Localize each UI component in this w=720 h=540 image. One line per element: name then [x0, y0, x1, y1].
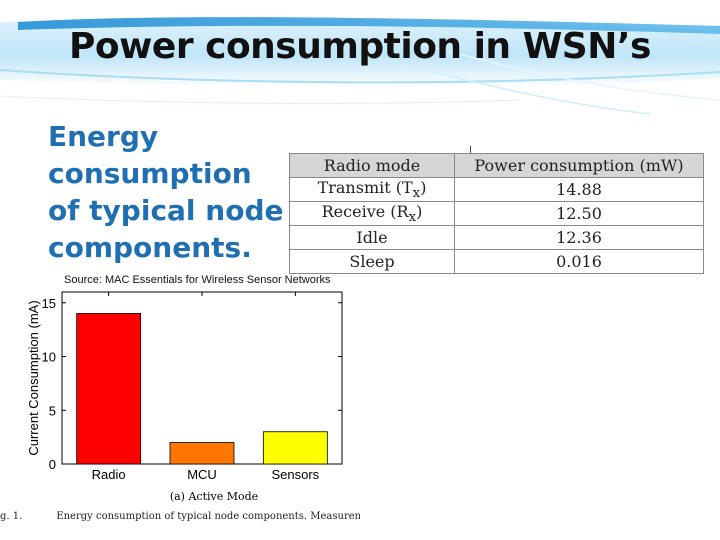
table-row: Sleep 0.016: [289, 249, 704, 275]
y-tick-label: 10: [42, 350, 56, 365]
table-tick-mark: [470, 146, 471, 153]
x-tick-label: Sensors: [271, 467, 319, 482]
x-tick-label: Radio: [92, 467, 126, 482]
x-axis-label: (a) Active Mode: [170, 490, 258, 503]
power-value-cell: 14.88: [454, 176, 704, 203]
chart-labels: 0 5 10 15 Radio MCU Sensors Current Consumption…: [26, 296, 320, 503]
table-row: Receive (Rx) 12.50: [289, 201, 704, 227]
radio-mode-cell: Idle: [289, 225, 455, 251]
slide-title: Power consumption in WSN’s: [69, 26, 651, 67]
table-header-cell: Power consumption (mW): [454, 153, 704, 178]
subtitle-line: of typical node: [48, 194, 284, 227]
radio-power-table: Radio mode Power consumption (mW) Transm…: [289, 153, 704, 275]
chart-bars: [76, 313, 328, 465]
bar-sensors: [262, 431, 328, 465]
figure-caption-text: Energy consumption of typical node compo…: [56, 511, 360, 522]
bar-radio: [76, 313, 142, 465]
table-header-row: Radio mode Power consumption (mW): [289, 153, 704, 178]
y-tick-label: 0: [49, 457, 56, 472]
power-value-cell: 12.50: [454, 201, 704, 227]
figure-caption: g. 1. Energy consumption of typical node …: [0, 511, 360, 522]
radio-mode-cell: Receive (Rx): [289, 201, 455, 227]
power-value-cell: 12.36: [454, 225, 704, 251]
y-axis-label: Current Consumption (mA): [26, 300, 41, 455]
source-note: Source: MAC Essentials for Wireless Sens…: [64, 274, 331, 286]
x-tick-label: MCU: [187, 467, 217, 482]
table-row: Idle 12.36: [289, 225, 704, 251]
subtitle-line: Energy consumption: [48, 120, 252, 190]
power-value-cell: 0.016: [454, 249, 704, 275]
y-tick-label: 15: [42, 296, 56, 311]
table-header-cell: Radio mode: [289, 153, 455, 178]
slide-subtitle: Energy consumption of typical node compo…: [48, 118, 368, 266]
bar-mcu: [169, 442, 235, 465]
y-tick-label: 5: [49, 403, 56, 418]
figure-label: g. 1.: [0, 511, 23, 522]
current-consumption-chart: 0 5 10 15 Radio MCU Sensors Current Consumption…: [26, 291, 343, 503]
radio-mode-cell: Transmit (Tx): [289, 176, 455, 203]
header-banner: [0, 0, 720, 118]
table-row: Transmit (Tx) 14.88: [289, 176, 704, 203]
radio-mode-cell: Sleep: [289, 249, 455, 275]
subtitle-line: components.: [48, 231, 252, 264]
